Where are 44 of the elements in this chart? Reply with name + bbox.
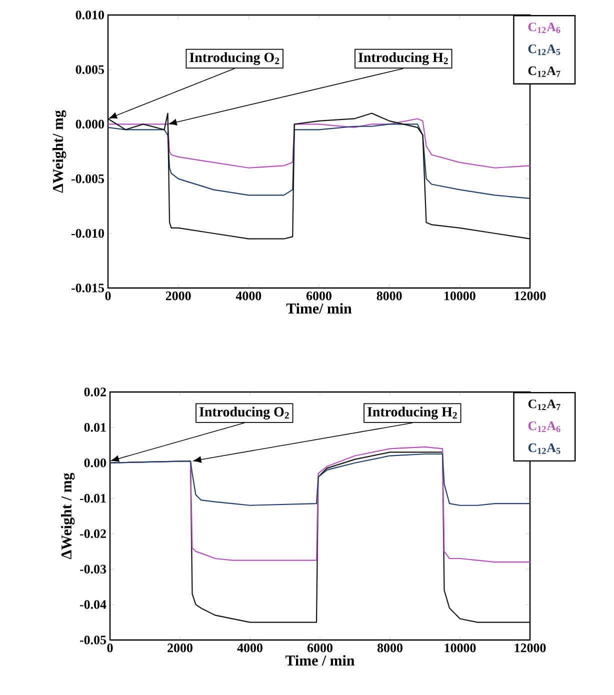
y-tick-label: 0.02 (84, 388, 106, 396)
annotation: Introducing O$_{2}$ (199, 406, 289, 420)
text: C$_{12}$A$_{6}$ (528, 22, 560, 34)
x-tick-label: 4000 (237, 644, 262, 652)
text: C$_{12}$A$_{5}$ (528, 443, 560, 454)
y-tick-label: 0.005 (76, 65, 104, 74)
x-tick-label: 2000 (166, 292, 191, 300)
y-tick-label: -0.03 (80, 564, 106, 574)
x-tick-label: 6000 (306, 292, 332, 300)
x-tick-label: 0 (107, 644, 113, 652)
x-tick-label: 6000 (307, 644, 332, 652)
y-tick-label: -0.02 (80, 529, 106, 538)
x-axis-title: Time/ min (286, 303, 352, 314)
annotation: Introducing H$_{2}$ (367, 406, 457, 420)
line-series (107, 112, 531, 240)
y-axis-title: ΔWeight / mg (61, 472, 75, 560)
y-tick-label: -0.01 (80, 494, 106, 503)
text: C$_{12}$A$_{7}$ (528, 66, 560, 77)
x-tick-label: 10000 (444, 292, 476, 300)
y-tick-label: 0.000 (76, 120, 104, 129)
y-tick-label: 0.01 (84, 423, 106, 432)
x-tick-label: 12000 (514, 292, 546, 300)
x-tick-label: 8000 (377, 644, 402, 652)
text: C$_{12}$A$_{6}$ (528, 422, 560, 432)
y-axis-title: ΔWeight/ mg (52, 110, 66, 193)
annotation: Introducing H$_{2}$ (358, 52, 448, 66)
y-tick-label: 0.00 (84, 458, 106, 468)
x-tick-label: 8000 (376, 292, 402, 300)
x-tick-label: 4000 (236, 292, 262, 300)
x-tick-label: 2000 (168, 644, 192, 652)
y-tick-label: -0.010 (71, 228, 104, 238)
annotation: Introducing O$_{2}$ (190, 52, 280, 66)
x-tick-label: 12000 (514, 644, 546, 652)
text: C$_{12}$A$_{7}$ (528, 400, 560, 410)
y-tick-label: -0.05 (80, 636, 106, 644)
y-tick-label: -0.005 (71, 174, 104, 184)
y-tick-label: -0.04 (80, 600, 106, 609)
y-tick-label: 0.010 (76, 10, 104, 20)
line-series (109, 453, 531, 506)
x-tick-label: 0 (105, 292, 111, 300)
x-tick-label: 10000 (444, 644, 476, 652)
x-axis-title: Time / min (286, 655, 354, 666)
y-tick-label: -0.015 (71, 284, 104, 292)
text: C$_{12}$A$_{5}$ (528, 44, 560, 55)
